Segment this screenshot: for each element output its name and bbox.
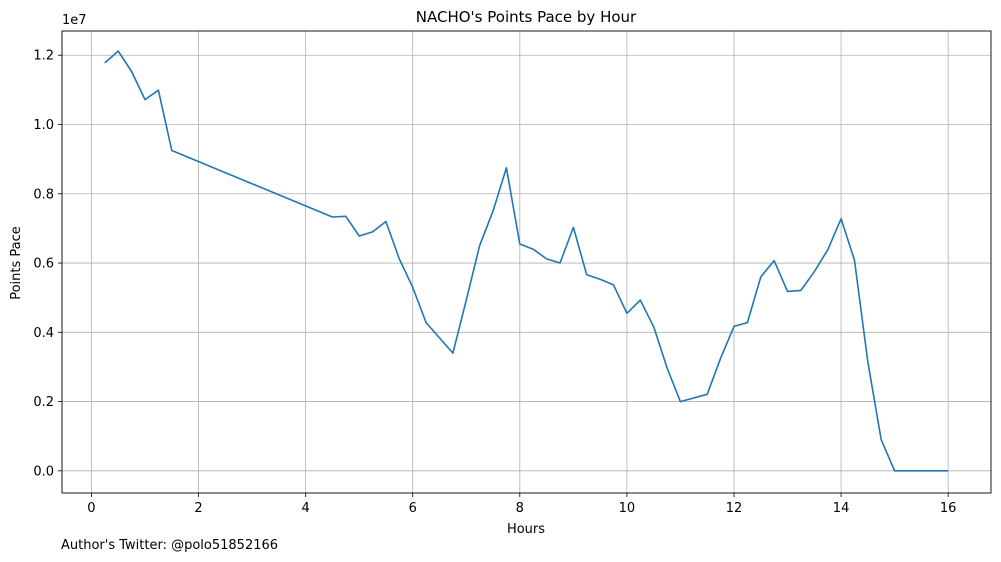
plot-frame <box>61 30 992 494</box>
grid-lines <box>62 31 991 493</box>
series-line <box>104 50 949 472</box>
y-tick-label: 0.4 <box>33 326 54 341</box>
y-tick-label: 0.8 <box>33 187 54 202</box>
x-tick-label: 14 <box>833 501 850 516</box>
x-tick-label: 6 <box>409 501 417 516</box>
series-layer <box>104 50 949 472</box>
y-axis-offset-label: 1e7 <box>62 13 87 28</box>
y-tick-label: 1.0 <box>33 118 54 133</box>
y-tick-label: 1.2 <box>33 49 54 64</box>
x-tick-label: 10 <box>619 501 636 516</box>
x-tick-label: 16 <box>940 501 957 516</box>
y-tick-label: 0.2 <box>33 395 54 410</box>
author-credit: Author's Twitter: @polo51852166 <box>61 538 279 553</box>
x-tick-label: 0 <box>87 501 95 516</box>
y-tick-label: 0.0 <box>33 464 54 479</box>
tick-layer: 0 2 4 6 8 10 12 14 16 0.0 0.2 0.4 0.6 0.8 1.0 1.2 <box>33 49 956 516</box>
x-axis-label: Hours <box>507 522 545 537</box>
y-tick-label: 0.6 <box>33 257 54 272</box>
x-tick-label: 2 <box>194 501 202 516</box>
x-tick-label: 4 <box>301 501 309 516</box>
chart-title: NACHO's Points Pace by Hour <box>416 8 637 26</box>
y-axis-label: Points Pace <box>9 226 24 300</box>
x-tick-label: 12 <box>726 501 743 516</box>
x-tick-label: 8 <box>516 501 524 516</box>
